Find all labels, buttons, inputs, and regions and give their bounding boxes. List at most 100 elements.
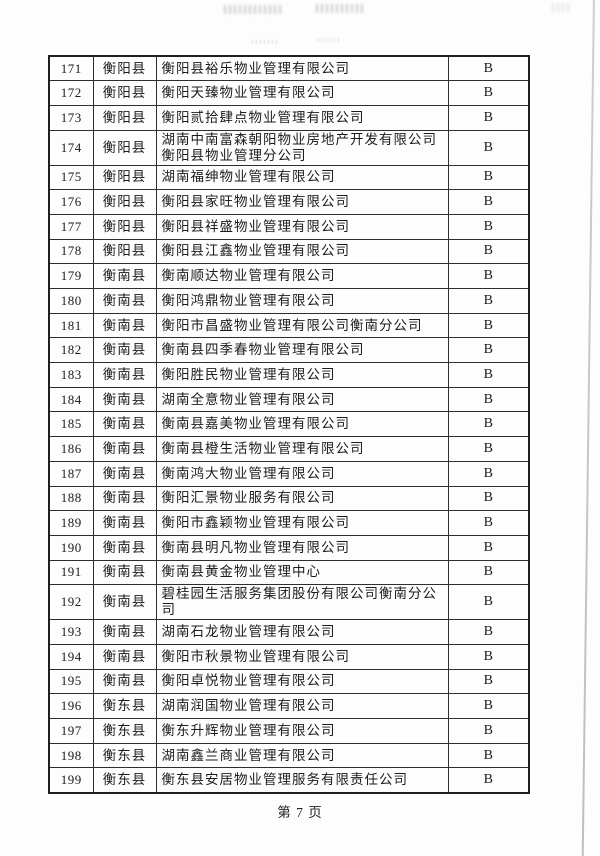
company-name-cell: 衡阳卓悦物业管理有限公司	[155, 668, 449, 695]
table-row: 175 衡阳县 湖南福绅物业管理有限公司 B	[48, 164, 530, 191]
county-cell: 衡南县	[92, 337, 157, 364]
row-number-cell: 178	[48, 238, 94, 265]
county-cell: 衡东县	[92, 718, 157, 744]
table-row: 184 衡南县 湖南全意物业管理有限公司 B	[48, 386, 530, 413]
company-name-cell: 衡阳县家旺物业管理有限公司	[155, 189, 449, 215]
grade-cell: B	[447, 411, 530, 438]
row-number-cell: 175	[48, 164, 94, 191]
company-name-cell: 衡阳市昌盛物业管理有限公司衡南分公司	[155, 312, 449, 339]
row-number-cell: 188	[48, 485, 94, 512]
company-name-cell: 湖南中南富森朝阳物业房地产开发有限公司 衡阳县物业管理分公司	[155, 129, 449, 166]
county-cell: 衡东县	[92, 742, 157, 769]
scan-artifact	[318, 38, 340, 42]
row-number-cell: 182	[48, 337, 94, 364]
county-cell: 衡南县	[92, 668, 157, 695]
grade-cell: B	[447, 80, 530, 106]
company-name-cell: 衡南县明凡物业管理有限公司	[155, 534, 449, 561]
table-row: 192 衡南县 碧桂园生活服务集团股份有限公司衡南分公司 B	[48, 584, 530, 621]
table-row: 187 衡南县 衡南鸿大物业管理有限公司 B	[48, 460, 530, 487]
table-row: 189 衡南县 衡阳市鑫颖物业管理有限公司 B	[48, 510, 530, 536]
row-number-cell: 183	[48, 362, 94, 388]
grade-cell: B	[447, 693, 530, 719]
county-cell: 衡南县	[92, 485, 157, 512]
company-name-cell: 衡南县黄金物业管理中心	[155, 559, 449, 586]
company-name-cell: 湖南鑫兰商业管理有限公司	[155, 742, 449, 769]
row-number-cell: 192	[48, 584, 94, 621]
table-row: 190 衡南县 衡南县明凡物业管理有限公司 B	[48, 534, 530, 561]
row-number-cell: 179	[48, 263, 94, 289]
company-name-cell: 衡阳汇景物业服务有限公司	[155, 485, 449, 512]
grade-cell: B	[447, 189, 530, 215]
grade-cell: B	[447, 485, 530, 512]
grade-cell: B	[447, 668, 530, 695]
company-name-cell: 衡南鸿大物业管理有限公司	[155, 460, 449, 487]
grade-cell: B	[447, 362, 530, 388]
table-row: 171 衡阳县 衡阳县裕乐物业管理有限公司 B	[48, 55, 530, 82]
company-name-cell: 衡阳县江鑫物业管理有限公司	[155, 238, 449, 265]
row-number-cell: 195	[48, 668, 94, 695]
county-cell: 衡南县	[92, 386, 157, 413]
table-row: 194 衡南县 衡阳市秋景物业管理有限公司 B	[48, 643, 530, 670]
grade-cell: B	[447, 718, 530, 744]
table-body: 171 衡阳县 衡阳县裕乐物业管理有限公司 B 172 衡阳县 衡阳天臻物业管理…	[48, 55, 530, 794]
company-rating-table: 171 衡阳县 衡阳县裕乐物业管理有限公司 B 172 衡阳县 衡阳天臻物业管理…	[48, 55, 530, 794]
county-cell: 衡南县	[92, 288, 157, 314]
page-edge-line	[581, 0, 595, 856]
grade-cell: B	[447, 238, 530, 265]
grade-cell: B	[447, 164, 530, 191]
county-cell: 衡南县	[92, 436, 157, 462]
county-cell: 衡阳县	[92, 213, 157, 240]
table-row: 196 衡东县 湖南润国物业管理有限公司 B	[48, 693, 530, 719]
row-number-cell: 184	[48, 386, 94, 413]
county-cell: 衡南县	[92, 411, 157, 438]
grade-cell: B	[447, 534, 530, 561]
county-cell: 衡阳县	[92, 80, 157, 106]
company-name-cell: 衡南县橙生活物业管理有限公司	[155, 436, 449, 462]
table-row: 198 衡东县 湖南鑫兰商业管理有限公司 B	[48, 742, 530, 769]
grade-cell: B	[447, 619, 530, 645]
grade-cell: B	[447, 436, 530, 462]
scan-artifact	[252, 40, 278, 44]
table-row: 172 衡阳县 衡阳天臻物业管理有限公司 B	[48, 80, 530, 106]
county-cell: 衡东县	[92, 693, 157, 719]
grade-cell: B	[447, 460, 530, 487]
row-number-cell: 181	[48, 312, 94, 339]
scan-artifact	[552, 3, 572, 12]
county-cell: 衡南县	[92, 619, 157, 645]
county-cell: 衡南县	[92, 312, 157, 339]
company-name-cell: 湖南福绅物业管理有限公司	[155, 164, 449, 191]
row-number-cell: 185	[48, 411, 94, 438]
row-number-cell: 196	[48, 693, 94, 719]
county-cell: 衡阳县	[92, 55, 157, 82]
row-number-cell: 199	[48, 767, 94, 794]
table-row: 176 衡阳县 衡阳县家旺物业管理有限公司 B	[48, 189, 530, 215]
row-number-cell: 198	[48, 742, 94, 769]
row-number-cell: 194	[48, 643, 94, 670]
grade-cell: B	[447, 337, 530, 364]
grade-cell: B	[447, 288, 530, 314]
company-name-cell: 湖南石龙物业管理有限公司	[155, 619, 449, 645]
grade-cell: B	[447, 510, 530, 536]
company-name-cell: 衡阳县祥盛物业管理有限公司	[155, 213, 449, 240]
table-row: 186 衡南县 衡南县橙生活物业管理有限公司 B	[48, 436, 530, 462]
grade-cell: B	[447, 263, 530, 289]
row-number-cell: 197	[48, 718, 94, 744]
county-cell: 衡南县	[92, 584, 157, 621]
county-cell: 衡南县	[92, 534, 157, 561]
company-name-cell: 衡阳天臻物业管理有限公司	[155, 80, 449, 106]
company-name-cell: 湖南全意物业管理有限公司	[155, 386, 449, 413]
company-name-cell: 衡阳贰拾肆点物业管理有限公司	[155, 104, 449, 131]
company-name-cell: 衡阳县裕乐物业管理有限公司	[155, 55, 449, 82]
table-row: 183 衡南县 衡阳胜民物业管理有限公司 B	[48, 362, 530, 388]
grade-cell: B	[447, 213, 530, 240]
grade-cell: B	[447, 129, 530, 166]
table-row: 188 衡南县 衡阳汇景物业服务有限公司 B	[48, 485, 530, 512]
county-cell: 衡东县	[92, 767, 157, 794]
row-number-cell: 180	[48, 288, 94, 314]
company-name-cell: 碧桂园生活服务集团股份有限公司衡南分公司	[155, 584, 449, 621]
county-cell: 衡阳县	[92, 189, 157, 215]
page-number: 第 7 页	[277, 805, 323, 820]
row-number-cell: 193	[48, 619, 94, 645]
company-name-cell: 衡东县安居物业管理服务有限责任公司	[155, 767, 449, 794]
grade-cell: B	[447, 767, 530, 794]
